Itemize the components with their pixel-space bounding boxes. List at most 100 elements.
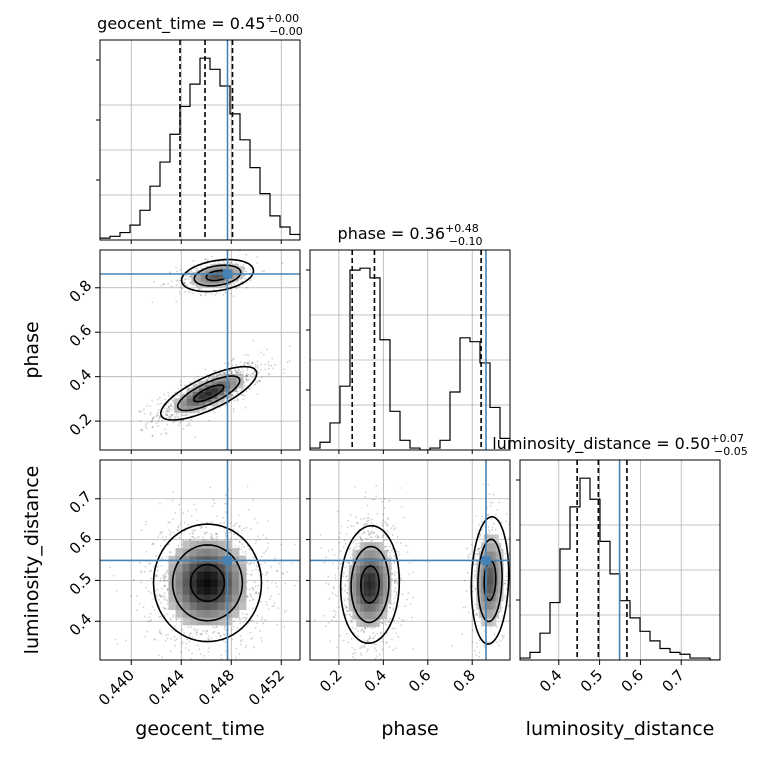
- sample-point: [193, 264, 195, 267]
- sample-point: [461, 633, 464, 635]
- ytick-label-phase: 0.8: [66, 276, 96, 306]
- sample-point: [267, 547, 269, 550]
- sample-point: [391, 638, 393, 641]
- sample-point: [266, 348, 268, 351]
- sample-point: [213, 375, 215, 378]
- sample-point: [374, 634, 376, 637]
- density-cell: [238, 265, 244, 269]
- sample-point: [277, 593, 280, 595]
- sample-point: [163, 283, 166, 286]
- sample-point: [145, 586, 148, 589]
- sample-point: [469, 553, 471, 556]
- sample-point: [496, 509, 499, 512]
- density-cell: [490, 551, 494, 560]
- sample-point: [392, 525, 395, 527]
- sample-point: [235, 656, 237, 659]
- sample-point: [374, 535, 377, 538]
- sample-point: [148, 570, 151, 573]
- sample-point: [256, 566, 259, 568]
- density-cell: [210, 594, 219, 603]
- sample-point: [329, 640, 331, 642]
- density-cell: [386, 565, 392, 574]
- sample-point: [246, 669, 248, 671]
- sample-point: [155, 574, 158, 576]
- density-cell: [203, 586, 212, 595]
- density-cell: [168, 601, 177, 610]
- sample-point: [151, 434, 154, 437]
- density-cell: [478, 584, 482, 594]
- density-cell: [486, 551, 490, 560]
- xtick-label-phase: 0.8: [449, 666, 479, 696]
- sample-point: [346, 609, 349, 612]
- sample-point: [228, 370, 231, 372]
- sample-point: [477, 548, 480, 551]
- sample-point: [351, 616, 353, 618]
- sample-point: [394, 627, 396, 630]
- sample-point: [185, 278, 187, 280]
- sample-point: [394, 557, 397, 560]
- sample-point: [254, 363, 257, 366]
- sample-point: [162, 536, 164, 538]
- sample-point: [344, 604, 346, 607]
- sample-point: [166, 588, 169, 591]
- sample-point: [262, 534, 264, 536]
- sample-point: [183, 282, 186, 284]
- sample-point: [372, 532, 375, 534]
- sample-point: [184, 283, 187, 285]
- sample-point: [168, 405, 170, 408]
- sample-point: [359, 535, 362, 538]
- truth-marker: [223, 555, 232, 565]
- sample-point: [364, 627, 367, 630]
- sample-point: [162, 574, 165, 577]
- sample-point: [244, 553, 247, 556]
- sample-point: [181, 628, 184, 631]
- density-cell: [367, 603, 373, 612]
- density-cell: [217, 594, 226, 603]
- density-cell: [203, 571, 212, 580]
- title-main: phase = 0.36: [338, 224, 445, 243]
- sample-point: [170, 285, 173, 288]
- sample-point: [208, 408, 210, 410]
- sample-point: [259, 563, 262, 566]
- sample-point: [207, 638, 210, 640]
- sample-point: [246, 581, 248, 584]
- density-cell: [367, 588, 373, 597]
- density-cell: [375, 572, 380, 581]
- sample-point: [159, 544, 162, 547]
- sample-point: [158, 599, 160, 601]
- sample-point: [252, 339, 255, 342]
- sample-point: [154, 638, 156, 641]
- sample-point: [370, 518, 373, 521]
- sample-point: [384, 621, 386, 624]
- sample-point: [168, 529, 171, 532]
- sample-point: [357, 522, 359, 525]
- sample-point: [271, 357, 274, 360]
- sample-point: [175, 300, 178, 303]
- sample-point: [412, 596, 414, 599]
- sample-point: [200, 294, 203, 297]
- sample-point: [325, 582, 328, 585]
- sample-point: [251, 372, 254, 375]
- sample-point: [197, 288, 200, 291]
- sample-point: [201, 536, 204, 539]
- density-cell: [210, 268, 216, 271]
- sample-point: [399, 577, 402, 580]
- sample-point: [364, 639, 367, 642]
- sample-point: [394, 579, 396, 582]
- sample-point: [374, 657, 377, 660]
- sample-point: [464, 605, 467, 608]
- sample-point: [496, 625, 498, 628]
- sample-point: [190, 626, 193, 628]
- sample-point: [482, 483, 485, 486]
- sample-point: [403, 619, 405, 622]
- sample-point: [366, 522, 369, 525]
- density-cell: [219, 280, 225, 284]
- sample-point: [187, 670, 189, 672]
- sample-point: [400, 578, 402, 581]
- density-cell: [230, 380, 238, 385]
- sample-point: [195, 509, 198, 511]
- density-cell: [230, 377, 238, 382]
- sample-point: [164, 398, 167, 401]
- density-cell: [478, 592, 482, 602]
- sample-point: [191, 535, 193, 538]
